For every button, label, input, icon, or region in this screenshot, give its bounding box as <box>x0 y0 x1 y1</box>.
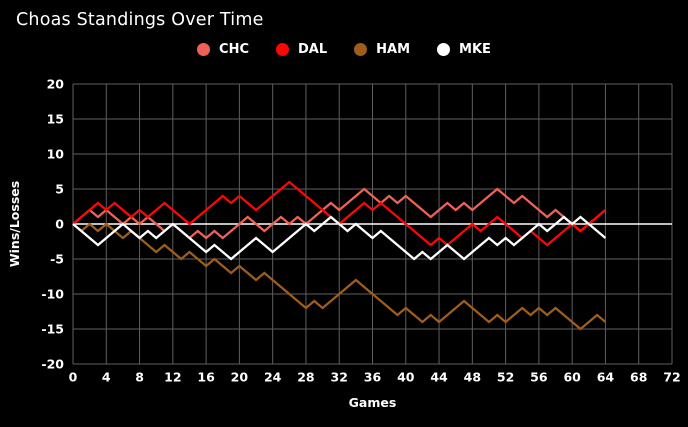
legend-label-dal: DAL <box>298 42 328 57</box>
x-tick-label: 4 <box>102 370 111 385</box>
x-tick-label: 28 <box>297 370 314 385</box>
legend-swatch-chc-icon <box>197 43 211 56</box>
y-axis-label: Wins/Losses <box>7 181 22 267</box>
x-tick-label: 0 <box>69 370 78 385</box>
y-tick-label: 20 <box>47 77 65 92</box>
x-tick-label: 16 <box>197 370 215 385</box>
series-line-ham <box>72 222 607 331</box>
legend-label-chc: CHC <box>219 42 250 57</box>
x-axis-label: Games <box>349 395 397 410</box>
x-tick-label: 68 <box>630 370 647 385</box>
x-tick-label: 60 <box>563 370 581 385</box>
x-tick-label: 36 <box>364 370 382 385</box>
x-tick-label: 72 <box>663 370 680 385</box>
x-tick-label: 24 <box>264 370 282 385</box>
x-tick-label: 48 <box>464 370 481 385</box>
series-line-chc <box>72 187 607 240</box>
legend-item-chc[interactable]: CHC <box>197 42 249 57</box>
x-tick-label: 44 <box>430 370 448 385</box>
x-tick-label: 32 <box>331 370 348 385</box>
x-tick-label: 40 <box>397 370 415 385</box>
y-tick-label: -20 <box>41 357 64 372</box>
legend-swatch-ham-icon <box>354 43 368 56</box>
series-line-mke <box>72 215 607 261</box>
y-tick-label: 15 <box>47 112 64 127</box>
y-tick-label: 10 <box>47 147 65 162</box>
x-tick-label: 20 <box>231 370 249 385</box>
legend-label-mke: MKE <box>459 42 491 57</box>
legend: CHC DAL HAM MKE <box>0 42 688 57</box>
legend-label-ham: HAM <box>376 42 411 57</box>
y-tick-label: -15 <box>41 322 64 337</box>
x-tick-label: 52 <box>497 370 514 385</box>
x-tick-label: 64 <box>597 370 615 385</box>
chart-title: Choas Standings Over Time <box>16 10 264 30</box>
legend-swatch-mke-icon <box>437 43 451 56</box>
x-tick-label: 8 <box>135 370 144 385</box>
legend-swatch-dal-icon <box>276 43 290 56</box>
legend-item-ham[interactable]: HAM <box>354 42 410 57</box>
y-tick-label: 0 <box>55 217 64 232</box>
x-tick-label: 56 <box>530 370 548 385</box>
legend-item-mke[interactable]: MKE <box>437 42 491 57</box>
y-tick-label: -10 <box>41 287 64 302</box>
y-tick-label: 5 <box>55 182 64 197</box>
y-tick-label: -5 <box>50 252 64 267</box>
legend-item-dal[interactable]: DAL <box>276 42 327 57</box>
x-tick-label: 12 <box>164 370 181 385</box>
